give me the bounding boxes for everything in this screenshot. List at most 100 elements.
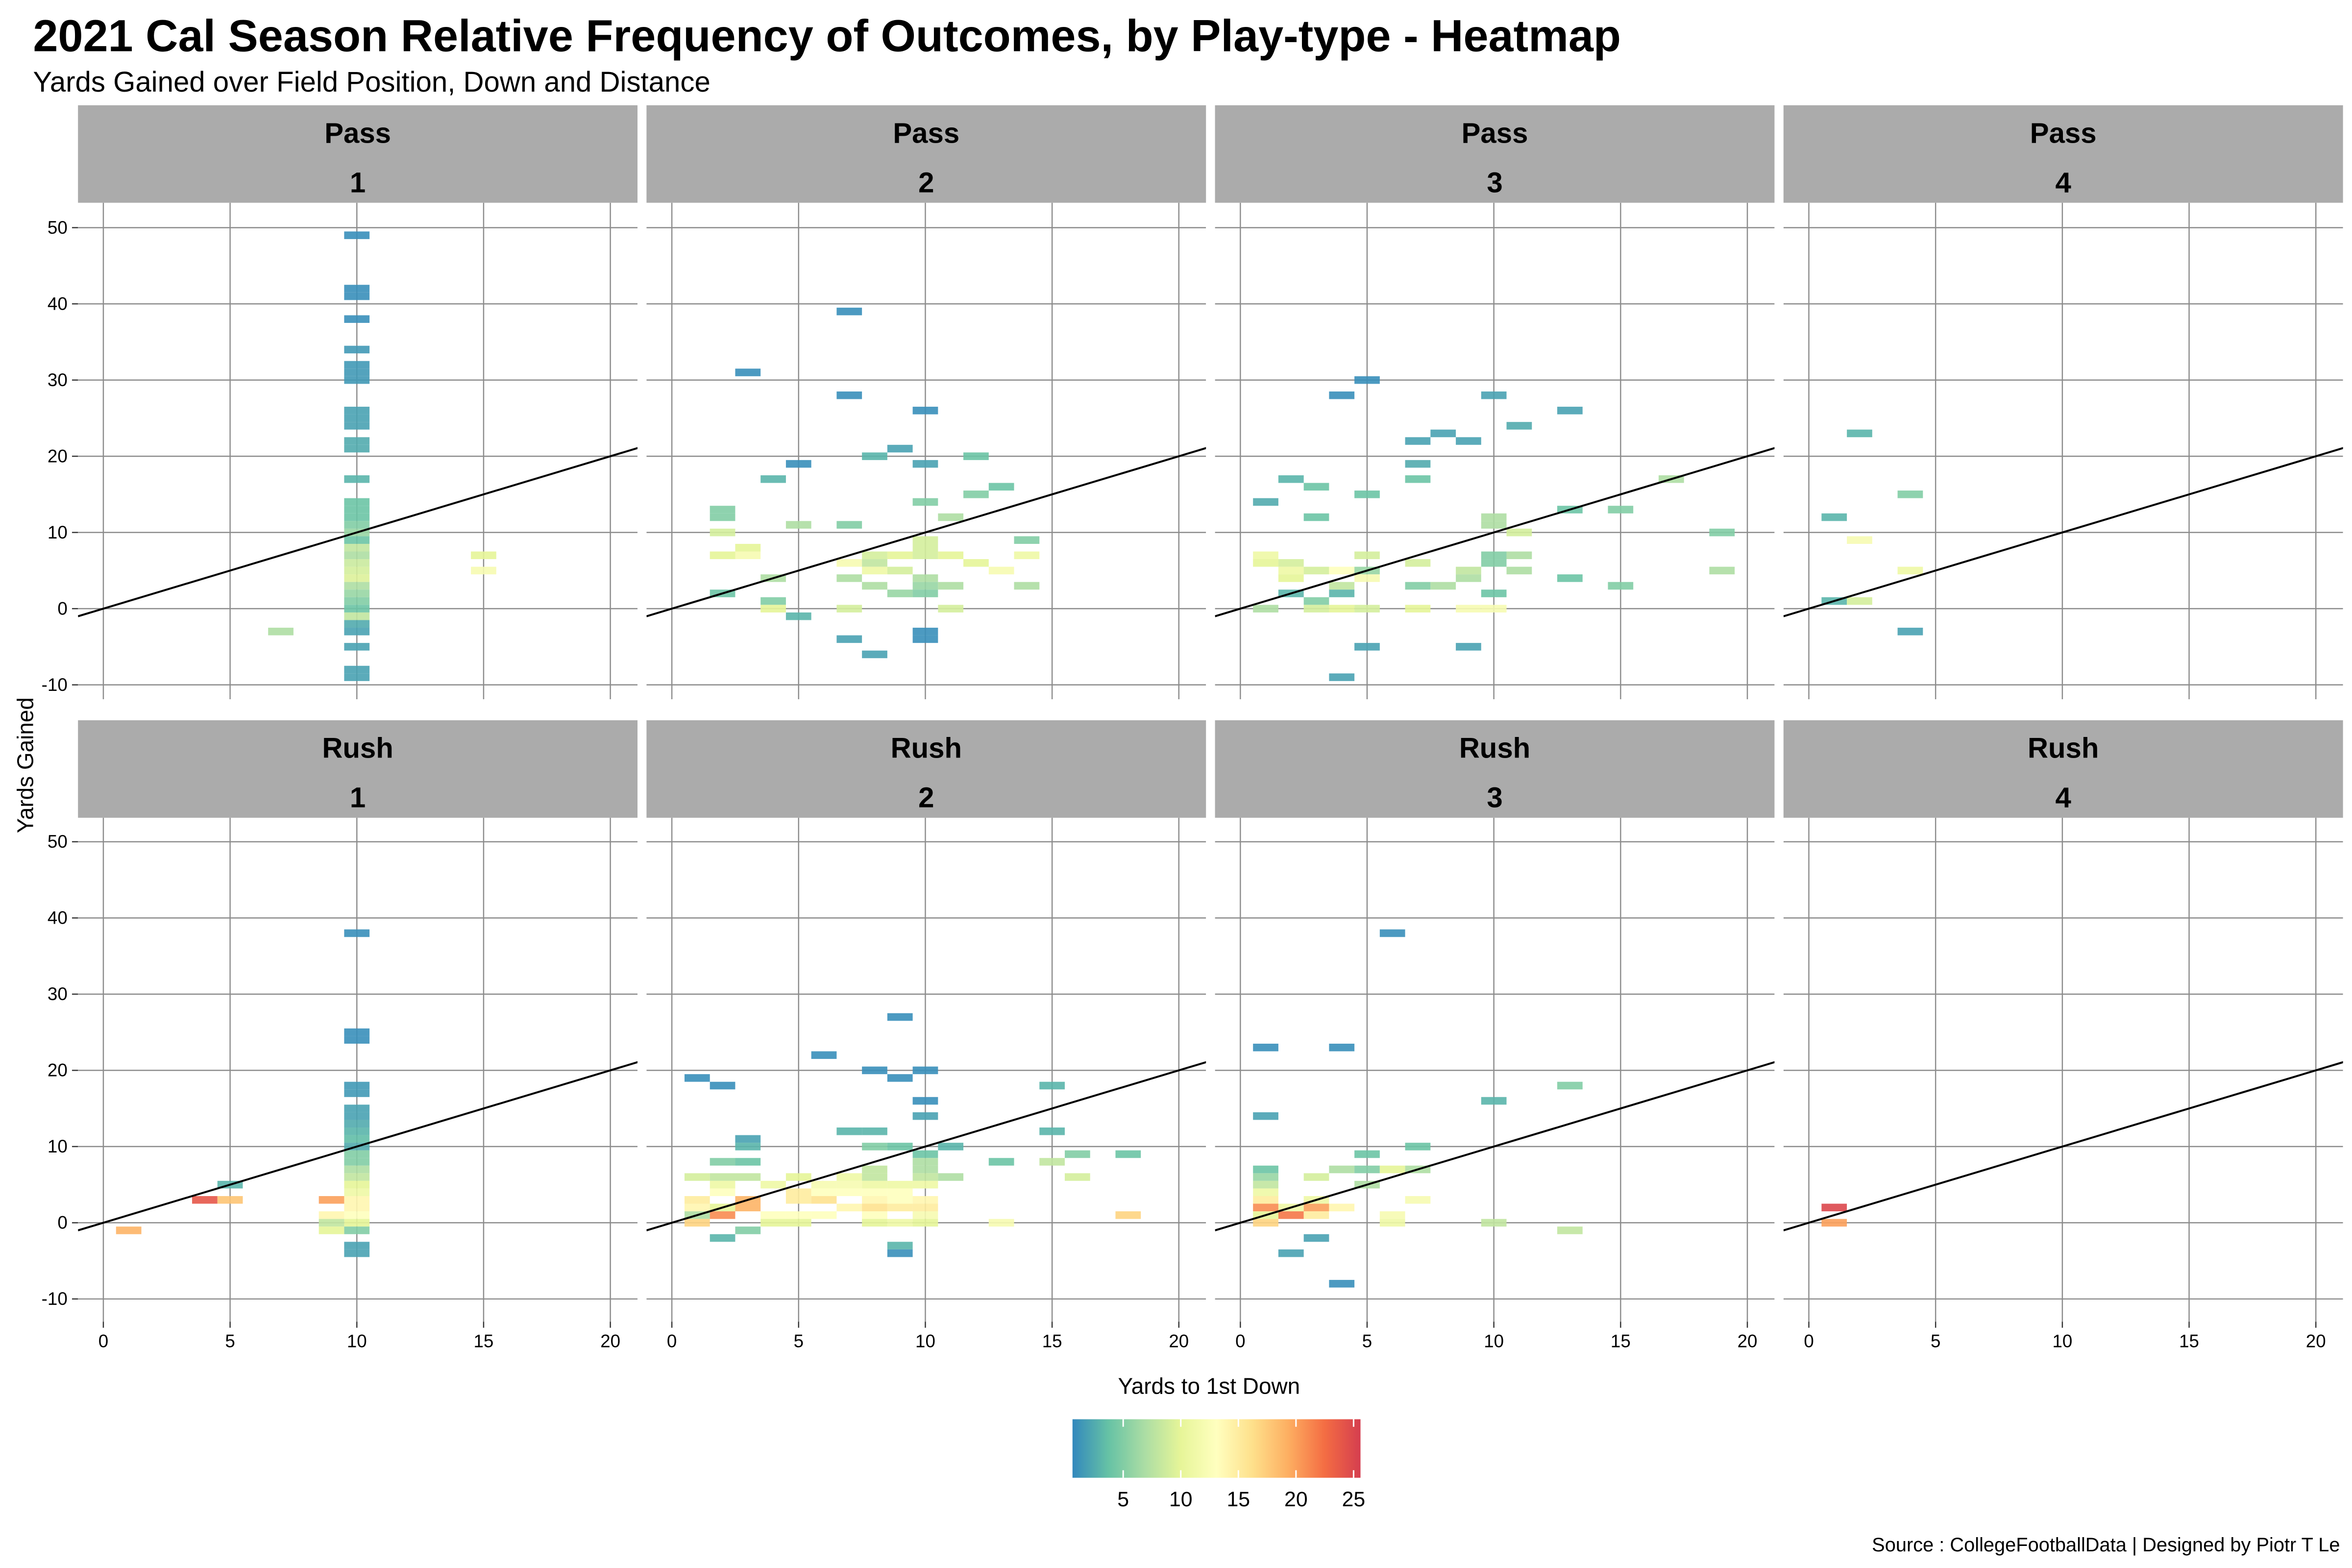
heatmap-tile xyxy=(887,589,913,597)
strip-play-type: Pass xyxy=(2030,117,2097,149)
heatmap-tile xyxy=(735,368,761,376)
heatmap-tile xyxy=(1354,490,1380,498)
heatmap-tile xyxy=(887,566,913,575)
heatmap-tile xyxy=(1481,513,1507,521)
heatmap-tile xyxy=(1329,1165,1355,1174)
heatmap-tile xyxy=(1014,536,1040,544)
heatmap-tile xyxy=(1405,1196,1431,1204)
heatmap-tile xyxy=(1608,506,1634,514)
heatmap-tile xyxy=(1481,559,1507,567)
x-tick-label: 5 xyxy=(794,1331,804,1351)
strip-down: 4 xyxy=(2056,782,2072,813)
x-tick-label: 10 xyxy=(1484,1331,1504,1351)
heatmap-tile xyxy=(344,1104,370,1112)
strip-play-type: Rush xyxy=(2028,732,2099,764)
heatmap-tile xyxy=(912,1158,938,1166)
reference-line xyxy=(1783,447,2343,617)
x-axis-label: Yards to 1st Down xyxy=(1118,1373,1300,1398)
heatmap-tile xyxy=(912,1219,938,1227)
heatmap-tile xyxy=(710,528,735,537)
heatmap-tile xyxy=(912,589,938,597)
heatmap-tile xyxy=(318,1226,344,1234)
heatmap-tile xyxy=(344,498,370,506)
heatmap-tile xyxy=(1608,582,1634,590)
heatmap-tile xyxy=(1354,376,1380,384)
heatmap-tile xyxy=(1354,1150,1380,1158)
heatmap-tile xyxy=(1253,1196,1278,1204)
heatmap-tile xyxy=(710,1180,735,1189)
heatmap-tile xyxy=(862,1196,887,1204)
heatmap-tile xyxy=(1278,1249,1304,1257)
facet-strip xyxy=(1215,105,1775,203)
heatmap-tile xyxy=(344,582,370,590)
heatmap-tile xyxy=(1405,559,1431,567)
heatmap-tile xyxy=(1303,483,1329,491)
heatmap-tile xyxy=(1405,460,1431,468)
heatmap-tile xyxy=(887,1143,913,1151)
heatmap-tile xyxy=(1506,566,1532,575)
heatmap-tile xyxy=(887,444,913,453)
heatmap-tile xyxy=(344,566,370,575)
plot-area xyxy=(1215,817,1775,1322)
heatmap-tile xyxy=(710,1211,735,1219)
heatmap-tile xyxy=(760,475,786,483)
strip-down: 2 xyxy=(918,167,934,198)
heatmap-tile xyxy=(344,589,370,597)
heatmap-tile xyxy=(1329,582,1355,590)
heatmap-tile xyxy=(1821,513,1847,521)
heatmap-tile xyxy=(344,574,370,582)
heatmap-tile xyxy=(887,551,913,560)
heatmap-tile xyxy=(344,605,370,612)
heatmap-tile xyxy=(912,1180,938,1189)
heatmap-tile xyxy=(1253,605,1278,612)
heatmap-tile xyxy=(938,551,964,560)
heatmap-tile xyxy=(862,551,887,560)
heatmap-tile xyxy=(1481,605,1507,612)
heatmap-tile xyxy=(471,566,496,575)
heatmap-tile xyxy=(735,543,761,552)
heatmap-tile xyxy=(344,345,370,354)
heatmap-tile xyxy=(912,551,938,560)
heatmap-tile xyxy=(862,452,887,460)
reference-line xyxy=(78,447,638,617)
heatmap-tile xyxy=(1303,513,1329,521)
x-tick-label: 15 xyxy=(474,1331,494,1351)
heatmap-tile xyxy=(344,437,370,445)
plot-area xyxy=(646,817,1206,1322)
heatmap-tile xyxy=(760,605,786,612)
heatmap-tile xyxy=(1329,1203,1355,1212)
heatmap-tile xyxy=(887,1180,913,1189)
heatmap-tile xyxy=(344,1135,370,1143)
x-tick-label: 5 xyxy=(225,1331,235,1351)
heatmap-tile xyxy=(1379,929,1405,937)
heatmap-tile xyxy=(1253,1188,1278,1196)
heatmap-tile xyxy=(811,1196,837,1204)
heatmap-tile xyxy=(963,452,989,460)
heatmap-tile xyxy=(344,1249,370,1257)
x-tick-label: 0 xyxy=(1235,1331,1245,1351)
heatmap-tile xyxy=(1405,605,1431,612)
heatmap-tile xyxy=(887,1196,913,1204)
heatmap-tile xyxy=(1329,566,1355,575)
heatmap-tile xyxy=(1506,551,1532,560)
heatmap-tile xyxy=(344,407,370,415)
heatmap-tile xyxy=(963,559,989,567)
heatmap-tile xyxy=(1065,1173,1090,1181)
heatmap-tile xyxy=(988,1219,1014,1227)
heatmap-tile xyxy=(1278,559,1304,567)
x-tick-label: 0 xyxy=(667,1331,677,1351)
heatmap-tile xyxy=(912,1211,938,1219)
heatmap-tile xyxy=(938,582,964,590)
heatmap-tile xyxy=(938,513,964,521)
facet-strip xyxy=(78,720,638,818)
heatmap-tile xyxy=(1329,589,1355,597)
heatmap-tile xyxy=(192,1196,218,1204)
heatmap-tile xyxy=(1329,1280,1355,1288)
heatmap-tile xyxy=(344,551,370,560)
x-tick-label: 10 xyxy=(347,1331,367,1351)
heatmap-tile xyxy=(1303,1234,1329,1242)
heatmap-tile xyxy=(1557,1226,1583,1234)
heatmap-tile xyxy=(735,551,761,560)
